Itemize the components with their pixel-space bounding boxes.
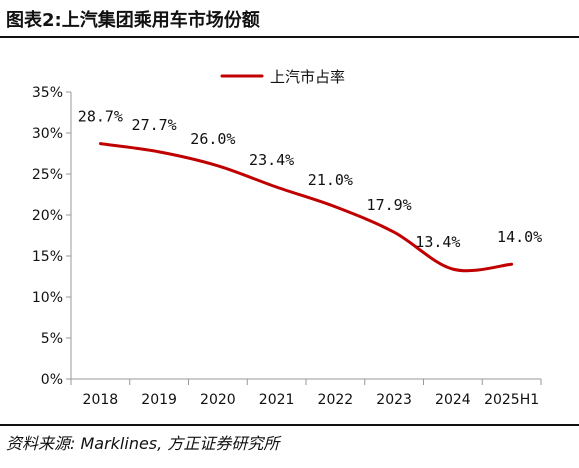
data-label: 21.0% xyxy=(308,171,353,189)
x-tick-label: 2025H1 xyxy=(484,392,539,408)
legend-label: 上汽市占率 xyxy=(270,68,345,86)
y-axis: 0% 5% 10% 15% 20% 25% 30% 35% xyxy=(32,85,72,388)
title-rule xyxy=(0,36,579,38)
series-layer xyxy=(98,142,514,273)
y-tick-label: 0% xyxy=(41,372,63,388)
data-label: 17.9% xyxy=(367,196,412,214)
x-tick-label: 2020 xyxy=(200,392,236,408)
series-line xyxy=(98,142,514,273)
data-label: 26.0% xyxy=(190,130,235,148)
x-tick-label: 2019 xyxy=(141,392,177,408)
x-tick-label: 2021 xyxy=(259,392,295,408)
data-label: 14.0% xyxy=(497,228,542,246)
data-label: 23.4% xyxy=(249,151,294,169)
x-tick-label: 2018 xyxy=(83,392,119,408)
y-tick-label: 35% xyxy=(32,85,63,101)
line-chart: 0%5%10%15%20%25%30%35% 2018 2019 2020 2021 2… xyxy=(32,68,542,408)
y-tick-label: 15% xyxy=(32,249,63,265)
x-tick-label: 2023 xyxy=(376,392,412,408)
data-label: 27.7% xyxy=(132,116,177,134)
x-axis: 2018 2019 2020 2021 2022 2023 2024 2025H1 xyxy=(70,378,542,408)
data-label: 28.7% xyxy=(78,108,123,126)
figure-title: 图表2:上汽集团乘用车市场份额 xyxy=(6,10,260,31)
y-tick-label: 5% xyxy=(41,331,63,347)
y-tick-label: 10% xyxy=(32,290,63,306)
x-tick-label: 2022 xyxy=(318,392,354,408)
source-note: 资料来源: Marklines, 方正证券研究所 xyxy=(6,434,280,453)
y-tick-label: 25% xyxy=(32,167,63,183)
y-tick-label: 30% xyxy=(32,126,63,142)
y-tick-label: 20% xyxy=(32,208,63,224)
data-labels: 28.7% 27.7% 26.0% 23.4% 21.0% 17.9% 13.4% 14.0% xyxy=(78,108,542,251)
source-rule xyxy=(0,424,579,426)
legend: 上汽市占率 xyxy=(220,68,345,86)
x-tick-label: 2024 xyxy=(435,392,471,408)
data-label: 13.4% xyxy=(415,233,460,251)
